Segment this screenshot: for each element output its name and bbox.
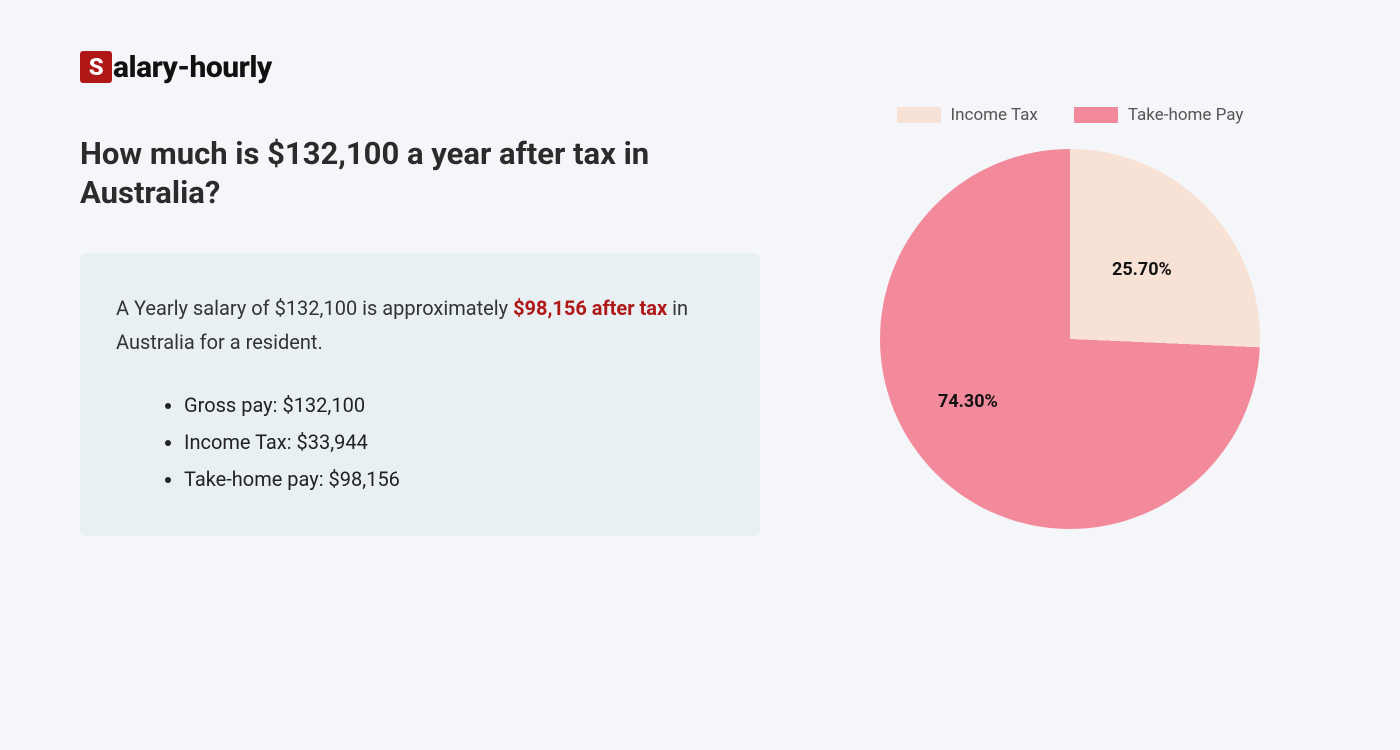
logo-text: alary-hourly xyxy=(113,50,272,85)
list-item: Gross pay: $132,100 xyxy=(184,387,720,424)
legend-swatch xyxy=(897,107,941,123)
logo: Salary-hourly xyxy=(80,50,760,85)
pie-chart: 25.70% 74.30% xyxy=(880,149,1260,529)
summary-prefix: A Yearly salary of $132,100 is approxima… xyxy=(116,296,513,320)
list-item: Take-home pay: $98,156 xyxy=(184,461,720,498)
bullet-list: Gross pay: $132,100 Income Tax: $33,944 … xyxy=(116,387,720,498)
right-column: Income Tax Take-home Pay 25.70% 74.30% xyxy=(820,50,1320,536)
logo-s-box: S xyxy=(80,51,112,83)
list-item: Income Tax: $33,944 xyxy=(184,424,720,461)
pie-slice-label: 74.30% xyxy=(938,391,998,412)
pie-circle xyxy=(880,149,1260,529)
summary-box: A Yearly salary of $132,100 is approxima… xyxy=(80,253,760,536)
legend-swatch xyxy=(1074,107,1118,123)
page-root: Salary-hourly How much is $132,100 a yea… xyxy=(0,0,1400,536)
chart-legend: Income Tax Take-home Pay xyxy=(820,105,1320,125)
summary-text: A Yearly salary of $132,100 is approxima… xyxy=(116,291,720,359)
legend-label: Take-home Pay xyxy=(1128,105,1244,125)
summary-highlight: $98,156 after tax xyxy=(513,296,667,320)
legend-item-income-tax: Income Tax xyxy=(897,105,1038,125)
page-title: How much is $132,100 a year after tax in… xyxy=(80,135,760,213)
legend-label: Income Tax xyxy=(951,105,1038,125)
left-column: Salary-hourly How much is $132,100 a yea… xyxy=(80,50,760,536)
pie-slice-label: 25.70% xyxy=(1112,259,1172,280)
legend-item-take-home: Take-home Pay xyxy=(1074,105,1244,125)
